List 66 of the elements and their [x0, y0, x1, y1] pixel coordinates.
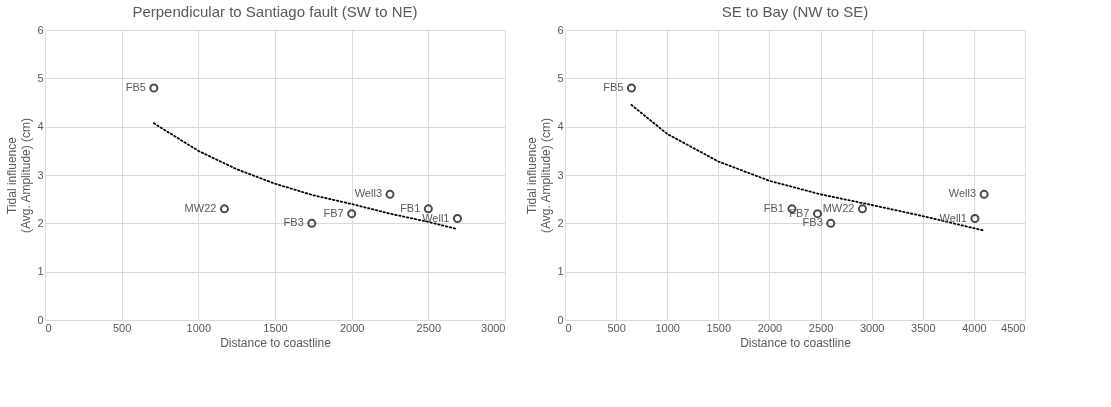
x-tick-label: 3000	[859, 321, 885, 334]
y-tick-label: 6	[557, 23, 564, 36]
x-tick-label: 2500	[808, 321, 834, 334]
x-axis-title: Distance to coastline	[740, 335, 852, 350]
y-tick-label: 6	[37, 23, 44, 36]
point	[826, 218, 836, 228]
annotation: FB7	[323, 206, 344, 219]
annotation: Well1	[939, 211, 967, 224]
point	[452, 213, 462, 224]
x-tick-label: 0	[565, 321, 572, 334]
x-axis-title: Distance to coastline	[220, 335, 332, 350]
x-tick-label: 1000	[655, 321, 680, 334]
x-tick-label: 3000	[481, 321, 506, 334]
x-tick-label: 1500	[706, 321, 732, 334]
x-tick-label: 2000	[757, 321, 783, 334]
point	[385, 189, 395, 199]
annotation: MW22	[822, 201, 855, 214]
x-tick-label: 500	[607, 321, 626, 334]
y-tick-label: 2	[557, 216, 564, 229]
point	[970, 213, 980, 224]
annotation: Well3	[948, 187, 977, 200]
y-tick-label: 4	[37, 120, 44, 133]
line-series	[630, 104, 986, 232]
x-tick-label: 1000	[186, 321, 212, 334]
y-axis-title: Tidal influence (Avg. Amplitude) (cm)	[5, 117, 34, 234]
y-axis-title: Tidal influence (Avg. Amplitude) (cm)	[525, 117, 554, 234]
point	[812, 209, 823, 219]
point	[423, 204, 433, 214]
line-series	[152, 122, 459, 231]
annotation: FB5	[603, 81, 624, 93]
point	[307, 218, 317, 228]
point	[149, 83, 159, 93]
annotation: MW22	[184, 201, 217, 214]
x-tick-label: 3500	[911, 321, 936, 334]
annotation: FB1	[763, 201, 784, 214]
y-tick-label: 3	[37, 168, 44, 181]
x-tick-label: 0	[45, 321, 52, 334]
x-tick-label: 500	[112, 321, 132, 334]
y-tick-label: 5	[37, 71, 44, 84]
x-tick-label: 2500	[416, 321, 442, 334]
annotation: FB3	[283, 216, 304, 229]
annotation: FB1	[400, 201, 421, 214]
y-tick-label: 1	[37, 265, 44, 278]
y-tick-label: 0	[557, 313, 564, 326]
x-tick-label: 2000	[339, 321, 365, 334]
point	[219, 204, 229, 214]
y-tick-label: 5	[557, 71, 564, 84]
chart-title: Perpendicular to Santiago fault (SW to NE)	[132, 3, 418, 20]
point	[347, 209, 357, 219]
x-tick-label: 4000	[962, 321, 987, 334]
chart-title: SE to Bay (NW to SE)	[721, 3, 869, 20]
annotation: Well3	[354, 187, 382, 200]
y-tick-label: 2	[37, 216, 44, 229]
x-tick-label: 1500	[263, 321, 288, 334]
annotation: FB3	[802, 216, 823, 229]
y-tick-label: 4	[557, 120, 564, 133]
x-tick-label: 4500	[1001, 321, 1026, 334]
point	[979, 189, 989, 199]
y-tick-label: 1	[557, 265, 564, 278]
point	[857, 204, 867, 214]
y-tick-label: 0	[37, 313, 44, 326]
annotation: FB7	[789, 206, 810, 219]
annotation: Well1	[422, 211, 450, 224]
point	[626, 83, 636, 93]
y-tick-label: 3	[557, 168, 564, 181]
annotation: FB5	[125, 81, 146, 93]
